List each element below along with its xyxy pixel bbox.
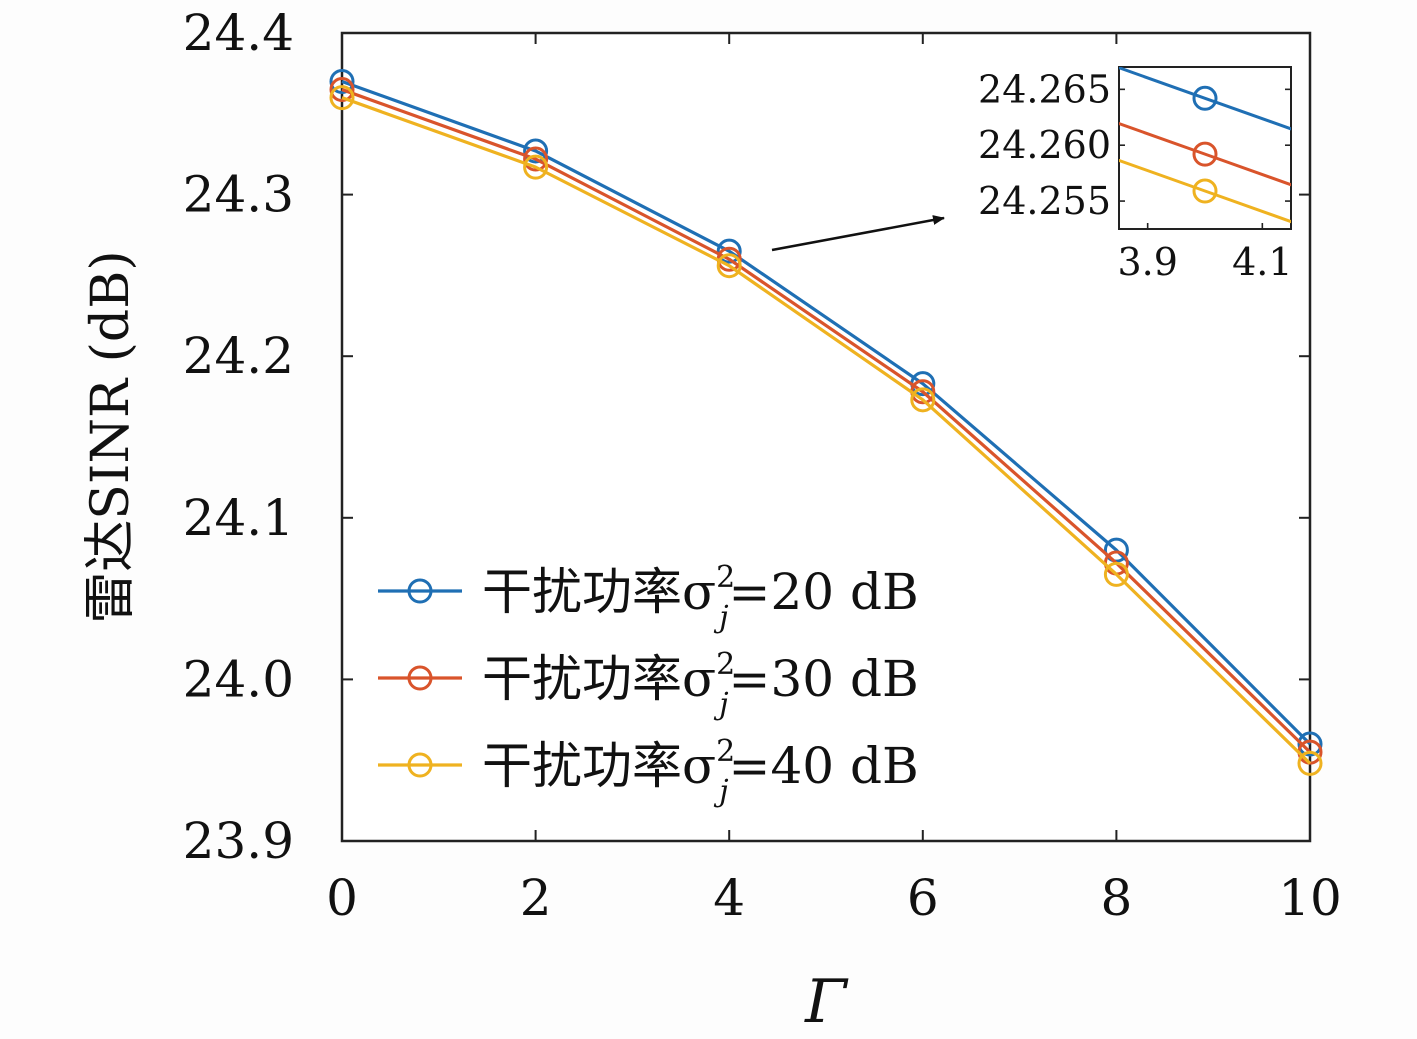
main-series-group [329,68,1323,776]
series-3-marker [523,154,549,180]
zoom-arrow [771,215,945,252]
series-1-marker [716,238,742,264]
x-tick-label: 10 [1278,869,1342,927]
main-tick-marks [341,32,1311,842]
x-tick-label: 8 [1100,869,1132,927]
inset-x-tick-label: 4.1 [1232,240,1292,284]
inset-series-2-marker [1192,141,1218,167]
legend-marker-1 [407,578,433,604]
series-line-3 [341,96,1312,765]
series-3-marker [329,85,355,111]
series-line-2 [341,88,1312,754]
y-tick-label: 24.1 [183,489,294,547]
legend-marker-3 [407,752,433,778]
series-2-marker [329,77,355,103]
y-tick-label: 24.4 [183,4,294,62]
y-tick-label: 24.0 [183,650,294,708]
legend-marker-2 [407,665,433,691]
x-tick-label: 2 [520,869,552,927]
inset-y-tick-label: 24.255 [978,179,1111,223]
x-tick-labels: 0 2 4 6 8 10 [326,869,1342,927]
inset-series-3-marker [1192,178,1218,204]
y-axis-title: 雷达SINR (dB) [81,250,141,623]
y-tick-label: 24.3 [183,166,294,224]
x-tick-label: 6 [907,869,939,927]
x-axis-title: Γ [804,967,849,1037]
inset-series-group [1119,67,1291,224]
series-2-marker [523,146,549,172]
inset-y-tick-label: 24.260 [978,123,1111,167]
series-1-marker [1297,731,1323,757]
y-tick-labels: 23.9 24.0 24.1 24.2 24.3 24.4 [183,4,294,870]
inset-x-tick-label: 3.9 [1117,240,1177,284]
y-tick-label: 24.2 [183,327,294,385]
series-3-marker [910,387,936,413]
inset-tick-marks [1119,88,1291,229]
inset-plot-area [1118,66,1292,230]
series-1-marker [329,68,355,94]
series-3-marker [716,253,742,279]
y-tick-label: 23.9 [183,812,294,870]
inset-series-line-1 [1119,67,1291,131]
x-tick-label: 0 [326,869,358,927]
series-1-marker [523,138,549,164]
inset-series-1-marker [1192,85,1218,111]
inset-series-line-2 [1119,121,1291,187]
legend-label-1: 干扰功率σ2 j=20 dB [482,560,919,635]
legend-label-3: 干扰功率σ2 j=40 dB [482,734,919,809]
series-3-marker [1103,561,1129,587]
inset-series-line-3 [1119,158,1291,224]
series-3-marker [1297,750,1323,776]
inset-tick-labels: 3.9 4.1 24.265 24.260 24.255 [978,67,1293,284]
inset-y-tick-label: 24.265 [978,67,1111,111]
series-line-1 [341,79,1312,746]
x-tick-label: 4 [713,869,745,927]
